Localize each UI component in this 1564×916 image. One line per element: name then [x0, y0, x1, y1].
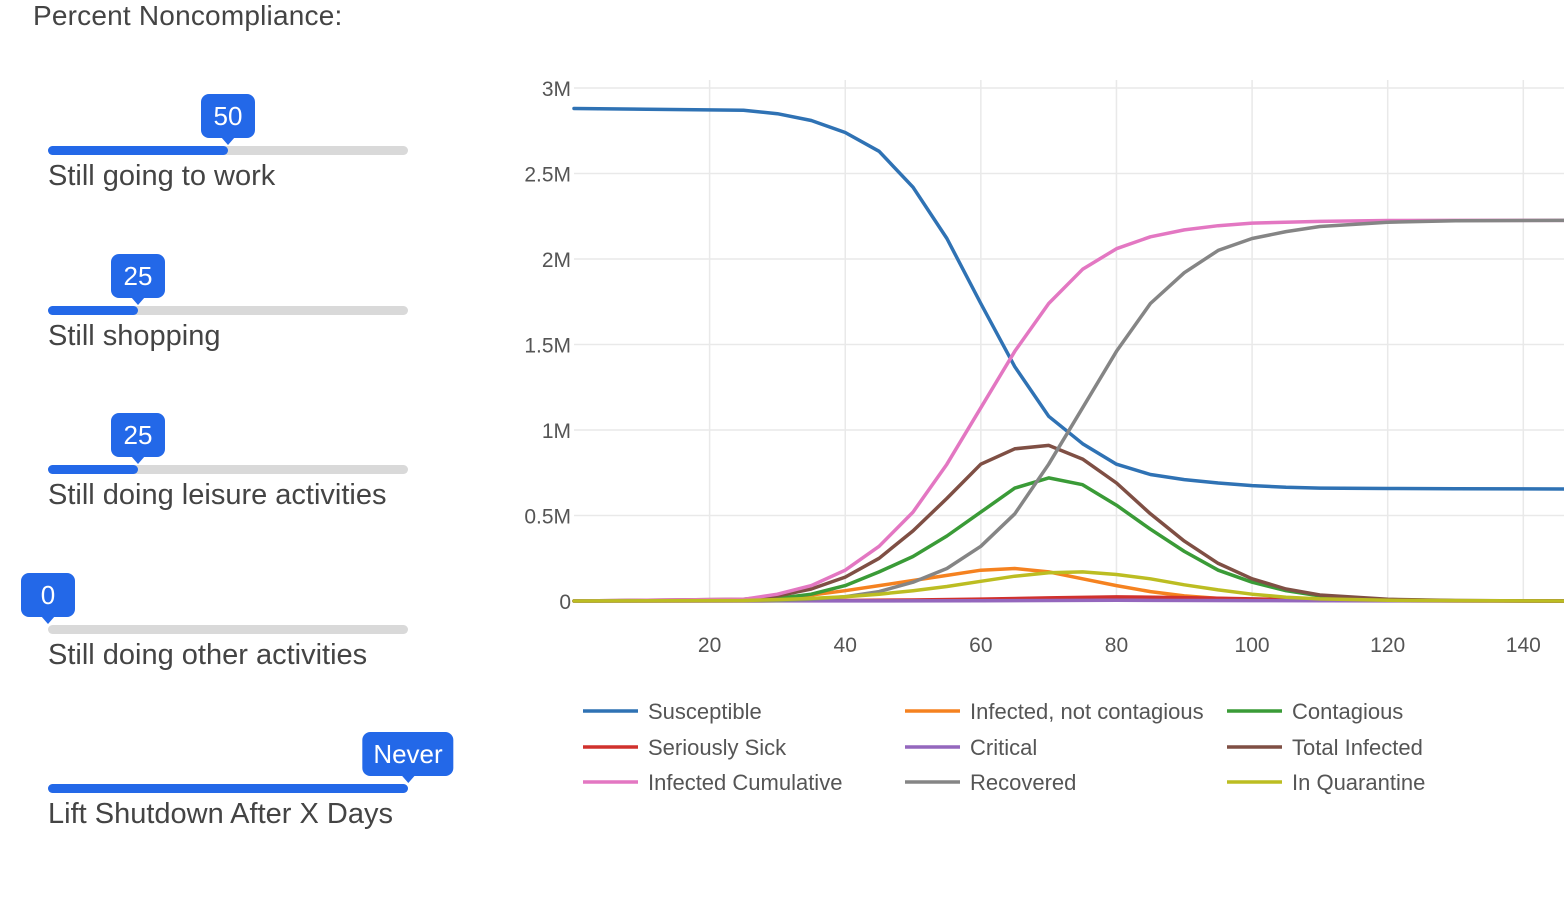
legend-label: Infected, not contagious [970, 699, 1204, 724]
series-line [572, 218, 1564, 603]
legend-label: Infected Cumulative [648, 770, 842, 795]
y-tick-label: 2.5M [524, 164, 571, 187]
legend-label: Recovered [970, 770, 1076, 795]
x-tick-label: 20 [698, 634, 721, 657]
slider-handle-value[interactable]: 25 [111, 254, 165, 305]
y-tick-label: 1.5M [524, 335, 571, 358]
slider-label: Still doing other activities [48, 639, 368, 671]
slider-handle-value[interactable]: Never [362, 732, 454, 783]
section-title: Percent Noncompliance: [33, 0, 343, 31]
y-tick-label: 2M [542, 249, 571, 272]
y-tick-label: 0 [559, 591, 571, 614]
slider-track[interactable] [48, 306, 408, 315]
slider-fill [48, 465, 138, 474]
x-tick-label: 120 [1370, 634, 1405, 657]
slider-label: Still going to work [48, 160, 276, 192]
x-tick-label: 40 [834, 634, 857, 657]
slider-track[interactable] [48, 625, 408, 634]
x-tick-label: 140 [1506, 634, 1541, 657]
slider-track[interactable] [48, 465, 408, 474]
slider-handle-value[interactable]: 25 [111, 413, 165, 464]
slider-label: Still shopping [48, 320, 221, 352]
legend-label: Total Infected [1292, 735, 1423, 760]
legend-label: In Quarantine [1292, 770, 1425, 795]
legend-label: Susceptible [648, 699, 762, 724]
slider-track[interactable] [48, 146, 408, 155]
chart-legend: Susceptible Infected, not contagious Conta… [583, 699, 1425, 795]
slider-fill [48, 146, 228, 155]
y-tick-label: 3M [542, 78, 571, 101]
slider-label: Still doing leisure activities [48, 479, 387, 511]
y-tick-label: 0.5M [524, 506, 571, 529]
x-tick-label: 100 [1235, 634, 1270, 657]
y-tick-label: 1M [542, 420, 571, 443]
slider-fill [48, 306, 138, 315]
x-tick-label: 60 [969, 634, 992, 657]
legend-label: Seriously Sick [648, 735, 787, 760]
slider-handle-value[interactable]: 0 [21, 573, 75, 624]
x-tick-label: 80 [1105, 634, 1128, 657]
series-line [572, 570, 1564, 603]
legend-label: Critical [970, 735, 1037, 760]
slider-label: Lift Shutdown After X Days [48, 798, 393, 830]
slider-handle-value[interactable]: 50 [201, 94, 255, 145]
legend-label: Contagious [1292, 699, 1403, 724]
series-line [572, 443, 1564, 603]
series-line [572, 218, 1564, 603]
series-line [572, 476, 1564, 603]
slider-track[interactable] [48, 784, 408, 793]
slider-fill [48, 784, 408, 793]
series-line [572, 106, 1564, 491]
